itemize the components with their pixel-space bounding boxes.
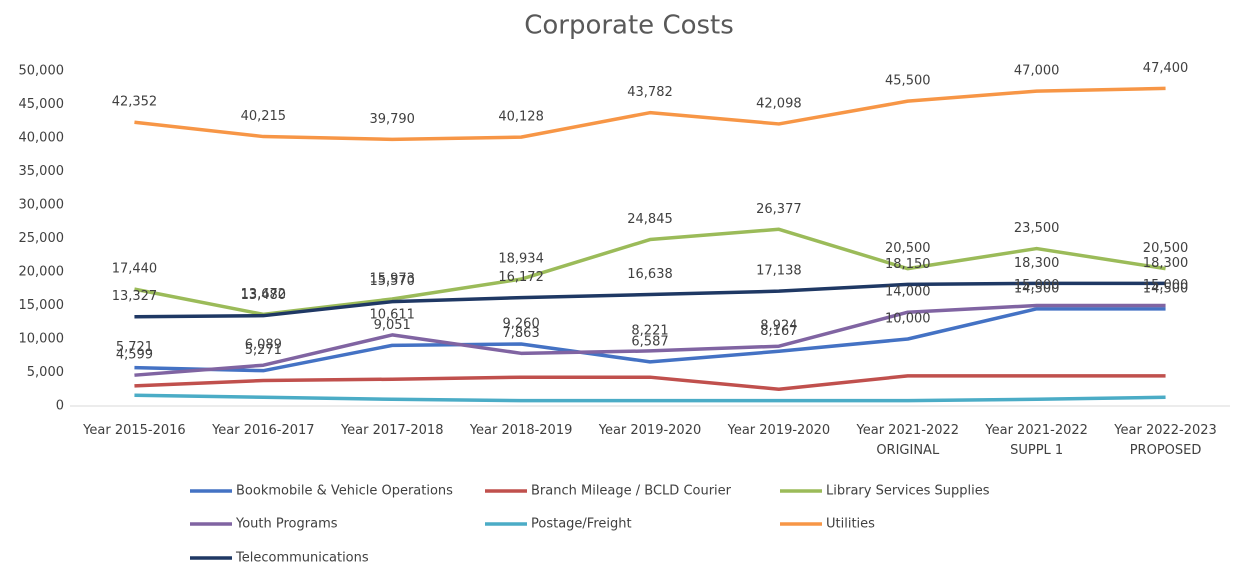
data-label: 18,934 [498, 252, 544, 267]
data-label: 7,863 [503, 326, 540, 341]
y-tick-label: 45,000 [19, 97, 65, 112]
data-label: 6,089 [245, 338, 282, 353]
data-label: 16,638 [627, 267, 673, 282]
legend-label: Library Services Supplies [826, 484, 990, 499]
data-label: 8,924 [760, 319, 797, 334]
data-label: 20,500 [885, 241, 931, 256]
data-label: 5,721 [116, 340, 153, 355]
data-label: 13,327 [112, 289, 158, 304]
data-label: 17,440 [112, 262, 158, 277]
data-label: 18,300 [1143, 256, 1189, 271]
series-line [134, 303, 1166, 377]
data-label: 9,260 [503, 316, 540, 331]
x-tick-label: Year 2018-2019 [469, 423, 573, 438]
x-tick-label: Year 2021-2022 ORIGINAL [856, 423, 960, 458]
data-label: 42,098 [756, 96, 802, 111]
data-label: 40,215 [241, 109, 287, 124]
y-tick-label: 35,000 [19, 164, 65, 179]
data-label: 18,300 [1014, 256, 1060, 271]
y-tick-label: 50,000 [19, 64, 65, 79]
legend-label: Telecommunications [235, 551, 369, 566]
data-label: 45,500 [885, 74, 931, 89]
x-tick-label: Year 2017-2018 [340, 423, 444, 438]
legend-label: Utilities [826, 517, 875, 532]
data-label: 10,611 [369, 307, 415, 322]
data-label: 13,672 [241, 287, 287, 302]
y-tick-label: 10,000 [19, 332, 65, 347]
data-label: 42,352 [112, 95, 158, 110]
x-tick-label: Year 2019-2020 [598, 423, 702, 438]
data-label: 26,377 [756, 202, 802, 217]
y-tick-label: 40,000 [19, 131, 65, 146]
data-label: 15,000 [1143, 278, 1189, 293]
data-label: 17,138 [756, 264, 802, 279]
data-label: 24,845 [627, 212, 673, 227]
x-tick-label: Year 2022-2023 PROPOSED [1113, 423, 1217, 458]
data-label: 8,167 [760, 324, 797, 339]
data-label: 18,150 [885, 257, 931, 272]
data-label: 43,782 [627, 85, 673, 100]
data-label: 15,973 [369, 271, 415, 286]
y-tick-label: 0 [56, 399, 64, 414]
series-line [134, 374, 1166, 391]
y-tick-label: 25,000 [19, 231, 65, 246]
data-label: 39,790 [369, 112, 415, 127]
y-tick-label: 30,000 [19, 198, 65, 213]
series-line [134, 393, 1166, 403]
data-label: 6,587 [631, 334, 668, 349]
data-label: 15,570 [369, 274, 415, 289]
data-label: 16,172 [498, 270, 544, 285]
x-tick-label: Year 2015-2016 [82, 423, 186, 438]
chart-title: Corporate Costs [524, 11, 734, 41]
legend-label: Branch Mileage / BCLD Courier [531, 484, 732, 499]
y-tick-label: 20,000 [19, 265, 65, 280]
x-tick-label: Year 2016-2017 [211, 423, 315, 438]
x-tick-label: Year 2019-2020 [727, 423, 831, 438]
data-label: 14,000 [885, 285, 931, 300]
legend-label: Youth Programs [235, 517, 338, 532]
legend-label: Postage/Freight [531, 517, 632, 532]
data-label: 23,500 [1014, 221, 1060, 236]
data-label: 13,480 [241, 288, 287, 303]
legend-label: Bookmobile & Vehicle Operations [236, 484, 453, 499]
data-label: 14,500 [1014, 281, 1060, 296]
data-label: 47,000 [1014, 64, 1060, 79]
series-line [134, 86, 1166, 142]
x-tick-label: Year 2021-2022 SUPPL 1 [984, 423, 1088, 458]
data-label: 15,000 [1014, 278, 1060, 293]
data-label: 8,221 [631, 323, 668, 338]
data-label: 40,128 [498, 110, 544, 125]
data-label: 9,051 [374, 318, 411, 333]
data-label: 10,000 [885, 312, 931, 327]
series-line [134, 307, 1166, 373]
data-label: 47,400 [1143, 61, 1189, 76]
data-label: 4,599 [116, 348, 153, 363]
data-label: 20,500 [1143, 241, 1189, 256]
data-label: 5,271 [245, 343, 282, 358]
y-tick-label: 15,000 [19, 298, 65, 313]
series-line [134, 281, 1166, 319]
data-label: 14,500 [1143, 281, 1189, 296]
y-tick-label: 5,000 [27, 365, 64, 380]
